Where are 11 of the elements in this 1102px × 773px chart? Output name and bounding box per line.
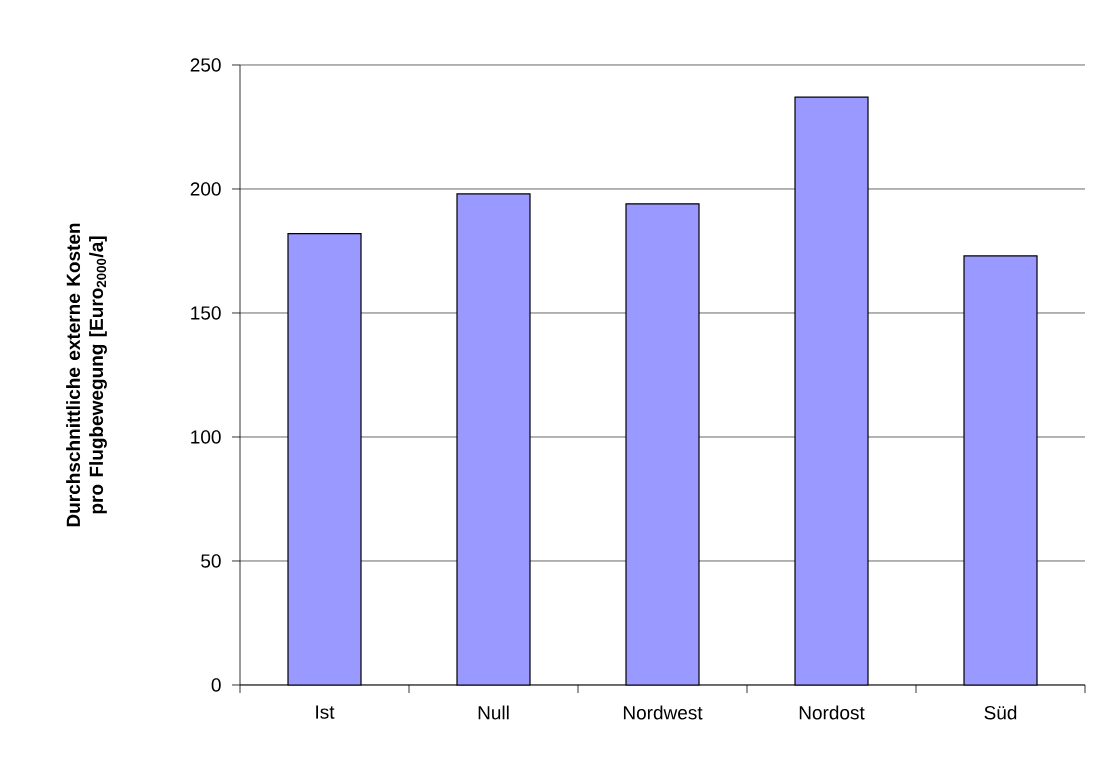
- y-tick-label: 250: [190, 58, 221, 72]
- x-tick-label: Null: [478, 705, 509, 720]
- x-tick-label: Ist: [316, 705, 335, 719]
- y-tick-label: 150: [191, 306, 221, 320]
- x-tick-label: Süd: [984, 705, 1017, 720]
- y-tick-label: 50: [201, 554, 221, 568]
- y-tick-label: 200: [190, 182, 221, 196]
- y-tick-label: 100: [191, 430, 221, 444]
- x-tick-label: Nordost: [799, 705, 865, 720]
- y-tick-label: 0: [211, 678, 221, 692]
- x-tick-label: Nordwest: [623, 705, 703, 720]
